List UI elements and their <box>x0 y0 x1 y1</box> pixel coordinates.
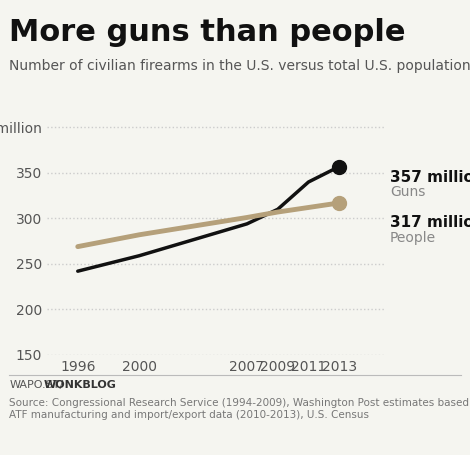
Text: More guns than people: More guns than people <box>9 18 406 47</box>
Text: Guns: Guns <box>390 186 425 199</box>
Text: People: People <box>390 231 436 245</box>
Text: Source: Congressional Research Service (1994-2009), Washington Post estimates ba: Source: Congressional Research Service (… <box>9 398 470 420</box>
Text: 357 million: 357 million <box>390 170 470 185</box>
Text: Number of civilian firearms in the U.S. versus total U.S. population: Number of civilian firearms in the U.S. … <box>9 59 470 73</box>
Text: WAPO.ST/: WAPO.ST/ <box>9 380 63 390</box>
Text: 317 million: 317 million <box>390 216 470 230</box>
Text: WONKBLOG: WONKBLOG <box>43 380 116 390</box>
